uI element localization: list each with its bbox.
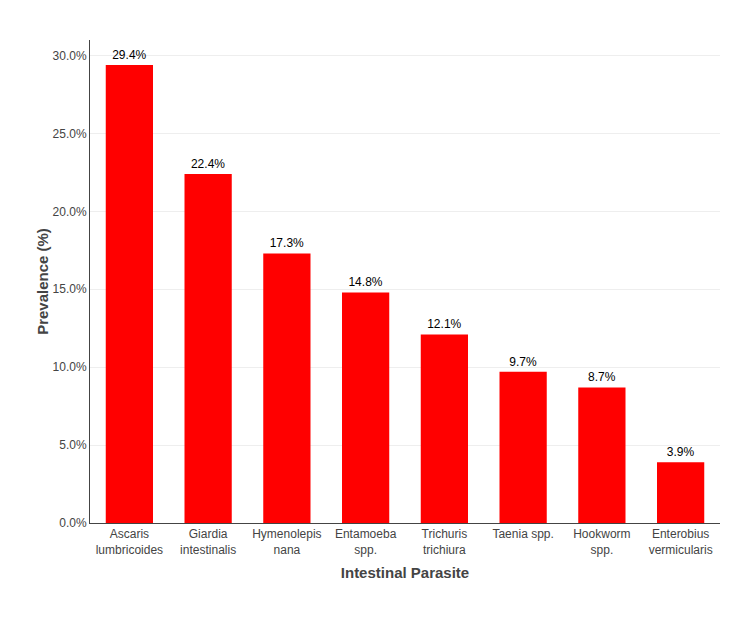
svg-text:Ascarislumbricoides: Ascarislumbricoides xyxy=(96,527,163,557)
svg-text:14.8%: 14.8% xyxy=(348,275,382,289)
svg-text:Prevalence (%): Prevalence (%) xyxy=(34,228,51,335)
svg-text:Hymenolepisnana: Hymenolepisnana xyxy=(252,527,321,557)
svg-text:Taenia spp.: Taenia spp. xyxy=(492,527,553,541)
svg-text:29.4%: 29.4% xyxy=(112,48,146,62)
svg-text:Giardiaintestinalis: Giardiaintestinalis xyxy=(180,527,236,557)
svg-text:12.1%: 12.1% xyxy=(427,317,461,331)
svg-text:8.7%: 8.7% xyxy=(588,370,616,384)
svg-text:3.9%: 3.9% xyxy=(667,445,695,459)
svg-text:20.0%: 20.0% xyxy=(53,205,87,219)
svg-text:17.3%: 17.3% xyxy=(270,236,304,250)
svg-text:5.0%: 5.0% xyxy=(59,438,87,452)
svg-text:22.4%: 22.4% xyxy=(191,157,225,171)
svg-text:Hookwormspp.: Hookwormspp. xyxy=(573,527,630,557)
svg-text:Trichuristrichiura: Trichuristrichiura xyxy=(422,527,468,557)
svg-text:10.0%: 10.0% xyxy=(53,360,87,374)
svg-text:0.0%: 0.0% xyxy=(59,516,87,530)
svg-text:15.0%: 15.0% xyxy=(53,282,87,296)
svg-text:Enterobiusvermicularis: Enterobiusvermicularis xyxy=(649,527,713,557)
svg-text:Intestinal Parasite: Intestinal Parasite xyxy=(341,564,469,581)
svg-text:25.0%: 25.0% xyxy=(53,127,87,141)
svg-text:30.0%: 30.0% xyxy=(53,49,87,63)
svg-text:9.7%: 9.7% xyxy=(509,355,537,369)
svg-text:Entamoebaspp.: Entamoebaspp. xyxy=(335,527,397,557)
